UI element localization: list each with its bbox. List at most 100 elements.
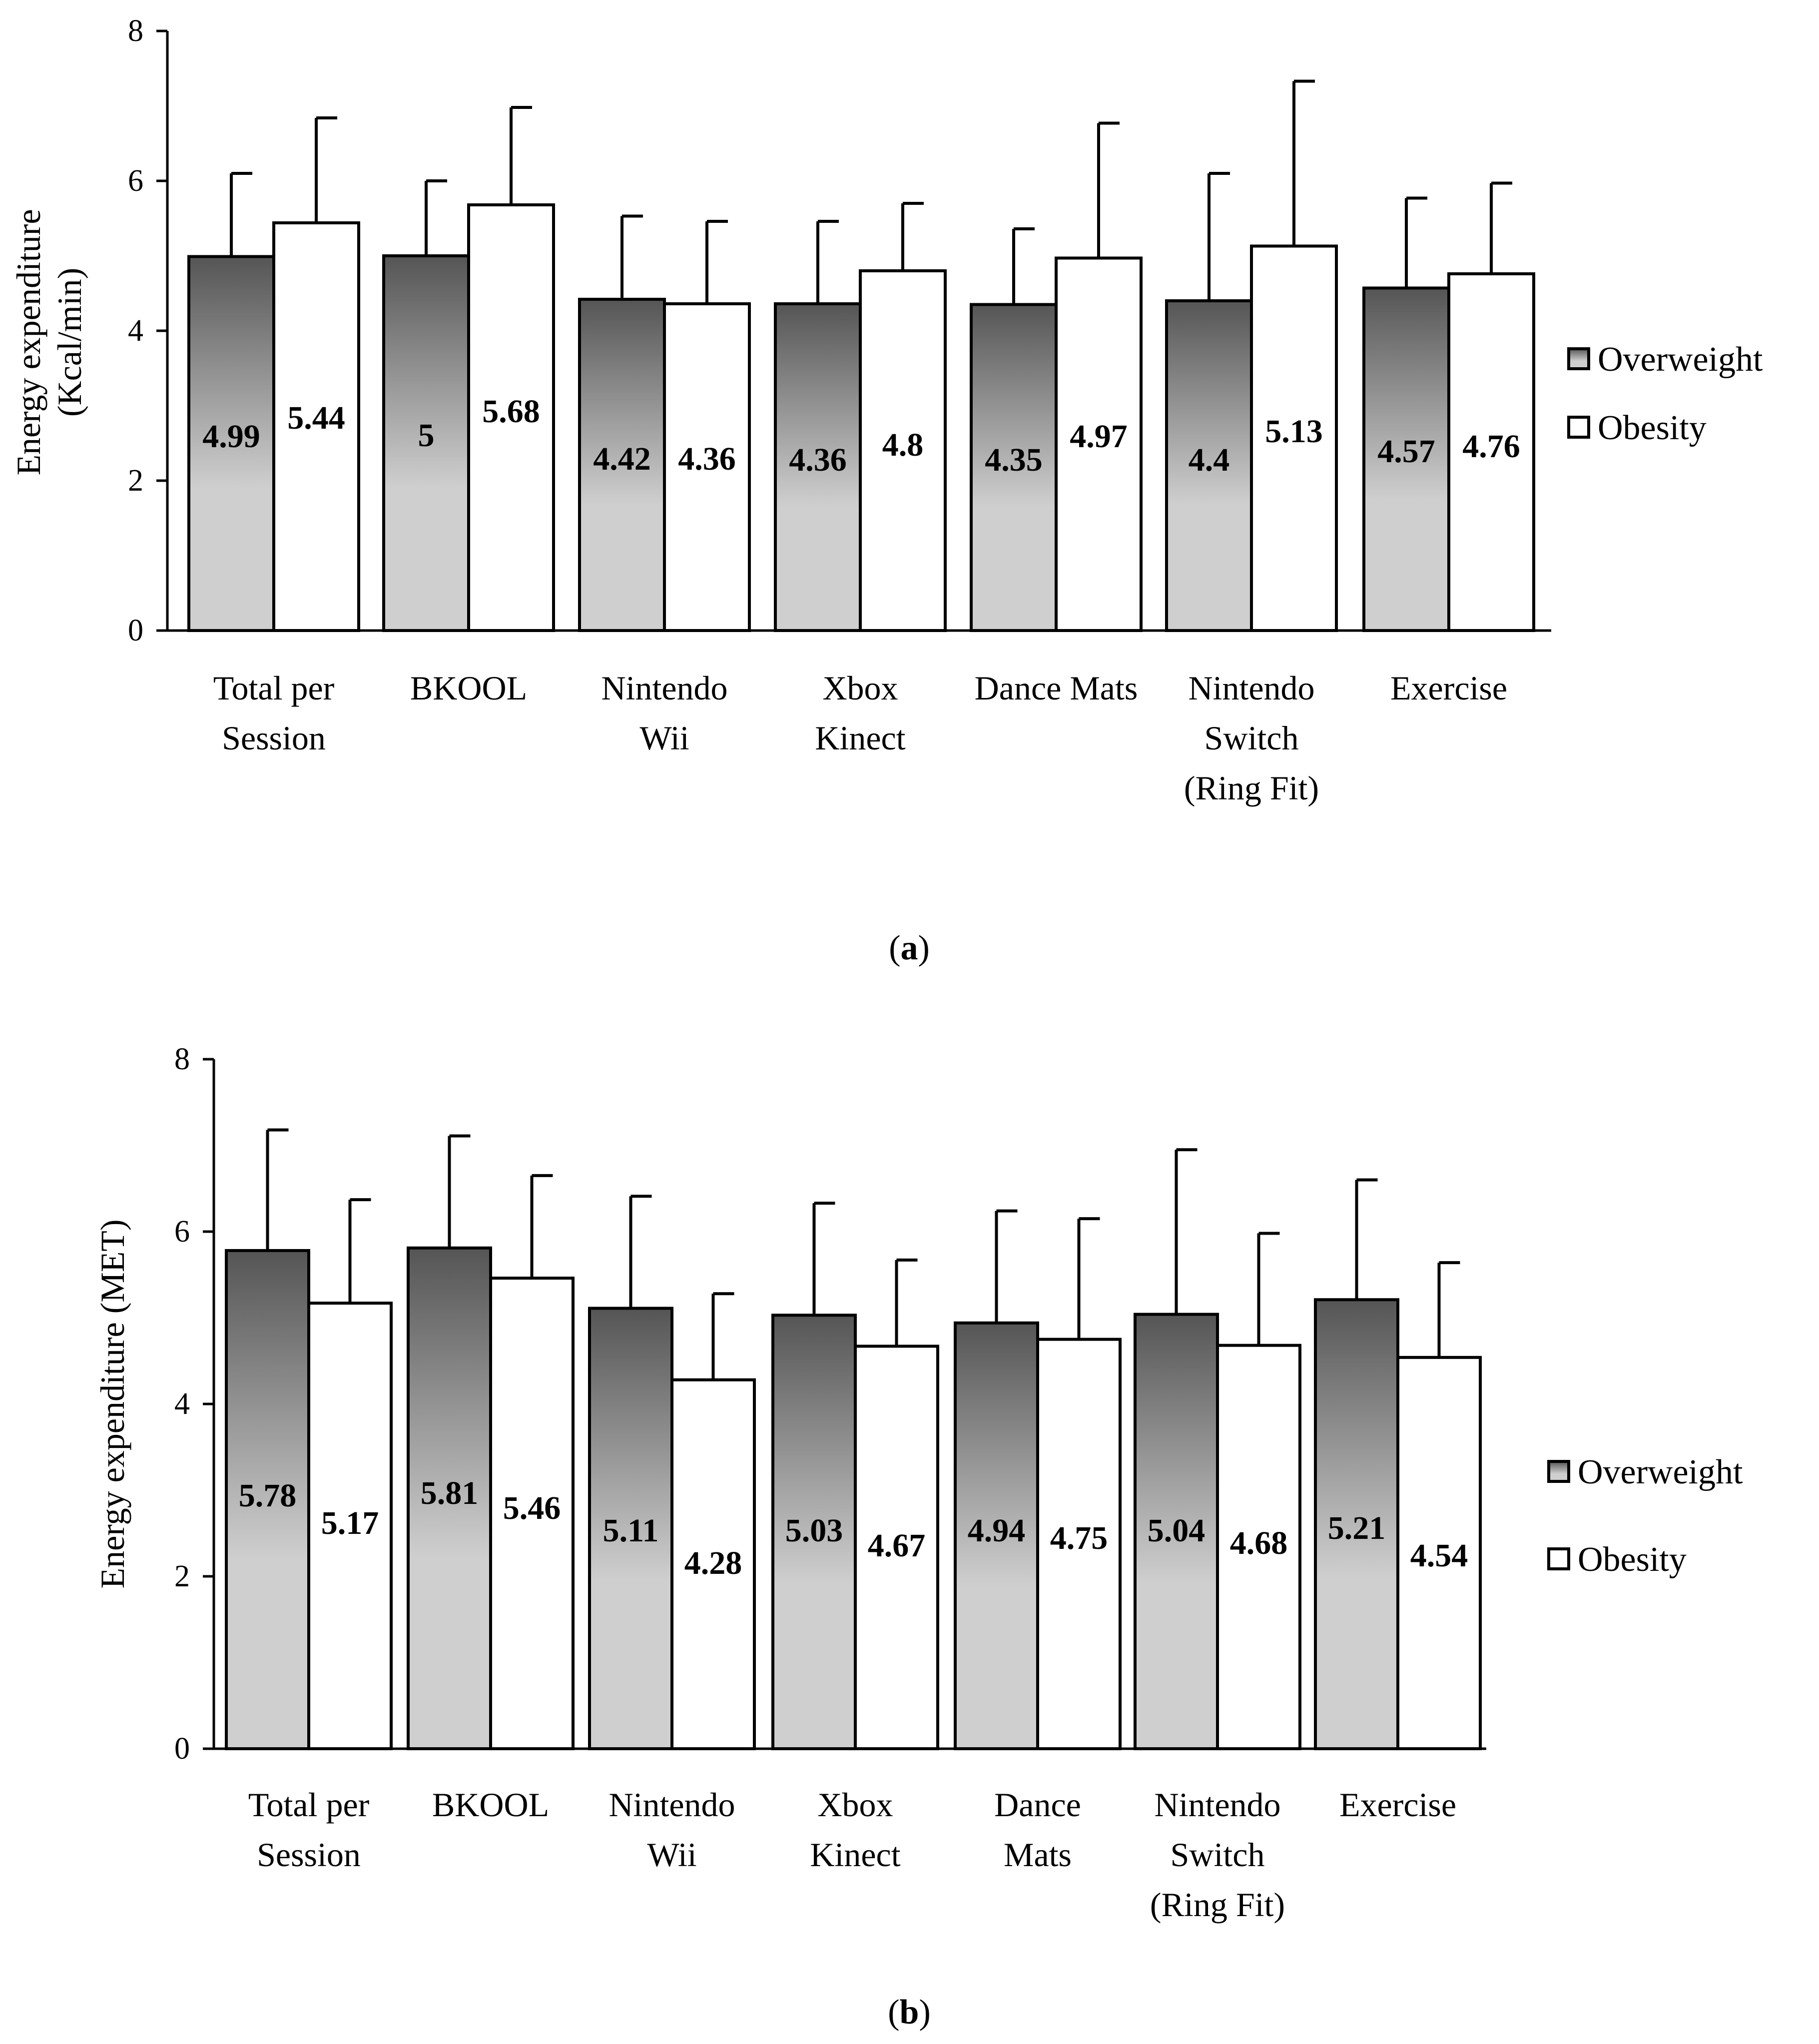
x-category-label: Session <box>257 1836 361 1874</box>
x-category-label: Nintendo <box>608 1786 735 1824</box>
data-label-obesity: 5.46 <box>503 1490 561 1526</box>
legend-label-overweight: Overweight <box>1598 340 1763 379</box>
bar-obesity <box>859 269 947 632</box>
bar-obesity <box>1396 1356 1482 1751</box>
data-label-overweight: 5.81 <box>421 1475 479 1511</box>
x-category-label: Mats <box>1004 1836 1072 1874</box>
y-tick-label: 2 <box>174 1559 190 1593</box>
x-category-label: (Ring Fit) <box>1184 769 1319 807</box>
data-label-overweight: 5.21 <box>1328 1510 1386 1546</box>
bar-overweight <box>1134 1313 1219 1751</box>
x-category-label: Total per <box>248 1786 370 1824</box>
data-label-overweight: 5.04 <box>1148 1512 1206 1549</box>
panel-label-close: ) <box>918 929 930 967</box>
x-category-label: Dance Mats <box>975 669 1138 707</box>
x-category-label: Exercise <box>1390 669 1507 707</box>
data-label-overweight: 5.78 <box>239 1477 297 1514</box>
x-category-label: Nintendo <box>601 669 727 707</box>
data-label-obesity: 4.8 <box>882 427 924 463</box>
bar-overweight <box>1314 1298 1399 1750</box>
y-tick-label: 0 <box>128 614 143 648</box>
bar-overweight <box>774 302 862 632</box>
bar-obesity <box>1250 244 1338 632</box>
data-label-overweight: 4.35 <box>985 442 1043 478</box>
panel-label: (b) <box>888 1993 931 2032</box>
x-category-label: Nintendo <box>1154 1786 1280 1824</box>
panel-label: (a) <box>889 929 930 967</box>
bar-overweight <box>382 254 470 632</box>
bar-overweight <box>1165 299 1253 632</box>
bar-overweight <box>407 1246 492 1750</box>
x-category-label: BKOOL <box>410 669 527 707</box>
legend-label-obesity: Obesity <box>1598 409 1707 447</box>
bar-obesity <box>467 203 555 632</box>
bar-overweight <box>225 1249 310 1750</box>
legend-label-overweight: Overweight <box>1578 1453 1743 1491</box>
y-tick-label: 4 <box>174 1387 190 1421</box>
x-category-label: Kinect <box>815 719 905 757</box>
bar-obesity <box>1036 1338 1122 1750</box>
y-tick-label: 6 <box>128 164 143 198</box>
x-category-label: Wii <box>639 719 689 757</box>
bar-obesity <box>272 221 360 632</box>
bar-overweight <box>970 303 1058 632</box>
x-category-label: Nintendo <box>1188 669 1314 707</box>
panel-label-letter: a <box>901 929 918 967</box>
y-tick-label: 8 <box>174 1042 190 1076</box>
legend-swatch-overweight <box>1547 1460 1570 1483</box>
data-label-overweight: 5.11 <box>603 1512 659 1549</box>
data-label-obesity: 5.17 <box>321 1505 379 1541</box>
y-tick-label: 6 <box>174 1215 190 1249</box>
panel-label-open: ( <box>889 929 900 967</box>
bar-obesity <box>854 1345 939 1751</box>
data-label-obesity: 4.36 <box>678 441 736 477</box>
x-category-label: Kinect <box>810 1836 900 1874</box>
bar-overweight <box>578 298 666 632</box>
x-category-label: Switch <box>1171 1836 1265 1874</box>
data-label-obesity: 4.76 <box>1462 428 1520 465</box>
data-label-obesity: 4.68 <box>1230 1525 1288 1561</box>
data-label-overweight: 4.4 <box>1189 442 1230 478</box>
bar-overweight <box>1362 286 1450 632</box>
bar-obesity <box>489 1277 575 1750</box>
bar-obesity <box>1216 1344 1301 1750</box>
x-category-label: Switch <box>1205 719 1299 757</box>
bar-overweight <box>954 1321 1039 1751</box>
x-category-label: Xbox <box>817 1786 893 1824</box>
y-tick-label: 2 <box>128 464 143 498</box>
legend-swatch-obesity <box>1567 416 1590 439</box>
data-label-obesity: 5.13 <box>1265 413 1323 450</box>
bar-obesity <box>307 1302 393 1751</box>
x-category-label: Xbox <box>822 669 898 707</box>
data-label-overweight: 5.03 <box>785 1512 843 1549</box>
y-tick-label: 4 <box>128 314 143 348</box>
panel-label-close: ) <box>919 1993 930 2032</box>
data-label-obesity: 5.68 <box>482 393 540 430</box>
x-category-label: (Ring Fit) <box>1150 1886 1285 1924</box>
y-axis-title: Energy expenditure (MET) <box>93 1220 131 1589</box>
bar-obesity <box>1447 272 1535 632</box>
bar-overweight <box>187 255 275 632</box>
x-category-label: Exercise <box>1339 1786 1456 1824</box>
data-label-obesity: 5.44 <box>287 400 345 436</box>
data-label-overweight: 4.94 <box>968 1512 1026 1549</box>
data-label-obesity: 4.97 <box>1070 418 1128 455</box>
data-label-obesity: 4.54 <box>1410 1537 1468 1574</box>
panel-label-letter: b <box>900 1993 919 2032</box>
y-tick-label: 0 <box>174 1732 190 1766</box>
x-category-label: BKOOL <box>432 1786 549 1824</box>
legend-label-obesity: Obesity <box>1578 1540 1687 1579</box>
bar-overweight <box>771 1314 857 1750</box>
bar-obesity <box>670 1378 756 1750</box>
x-category-label: Session <box>222 719 326 757</box>
x-category-label: Total per <box>213 669 335 707</box>
chart-a: 0 2 4 6 8 Energy expenditure (Kcal/min) 4.99 5.4… <box>9 14 1763 967</box>
chart-b: 0 2 4 6 8 Energy expenditure (MET) 5.78 5.17 Tot… <box>93 1042 1743 2032</box>
data-label-overweight: 5 <box>418 417 435 454</box>
legend-swatch-overweight <box>1567 347 1590 370</box>
y-axis-title: (Kcal/min) <box>50 268 88 417</box>
x-category-label: Dance <box>994 1786 1081 1824</box>
data-label-obesity: 4.75 <box>1050 1520 1108 1556</box>
data-label-obesity: 4.28 <box>684 1545 742 1581</box>
